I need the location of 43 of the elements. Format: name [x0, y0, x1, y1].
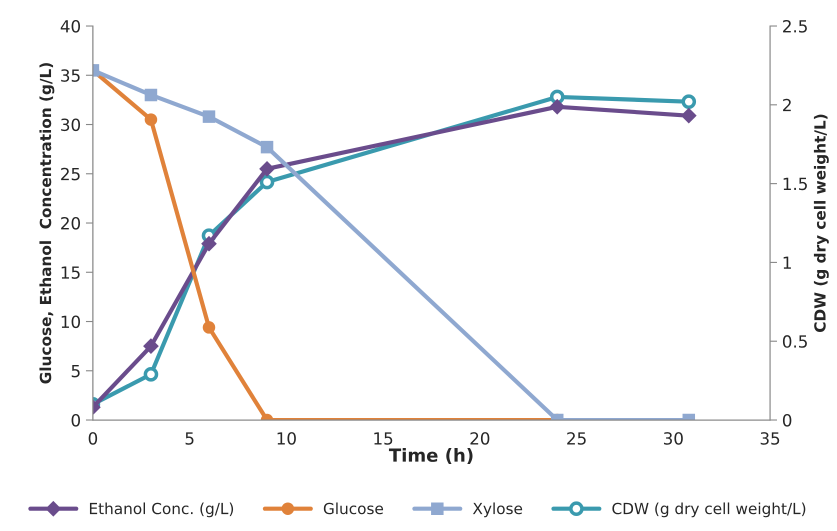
x-axis-title: Time (h)	[388, 448, 473, 464]
y2-axis-title: CDW (g dry cell weight/L)	[814, 114, 829, 332]
y-tick-label: 35	[61, 69, 80, 82]
point	[260, 174, 274, 190]
x-tick-label: 35	[760, 432, 780, 445]
y2-tick-label: 1	[784, 256, 791, 269]
y-tick-label: 25	[61, 168, 80, 180]
legend-label: Ethanol Conc. (g/L)	[90, 502, 234, 518]
point	[681, 108, 696, 124]
x-tick-label: 15	[374, 432, 392, 445]
y2-tick-label: 2.5	[783, 20, 807, 33]
x-tick-label: 10	[278, 432, 296, 445]
x-tick-label: 30	[664, 432, 683, 445]
point	[144, 367, 158, 382]
point	[202, 321, 216, 334]
point	[202, 110, 216, 123]
point	[550, 99, 565, 114]
x-tick-label: 5	[186, 432, 194, 445]
y-tick-label: 15	[62, 266, 80, 279]
legend-label: CDW (g dry cell weight/L)	[612, 502, 806, 518]
point	[260, 140, 274, 154]
y-tick-label: 20	[61, 216, 80, 230]
x-tick-label: 20	[470, 432, 490, 445]
y-tick-label: 30	[61, 118, 80, 132]
y2-tick-label: 2	[783, 98, 791, 112]
legend-label: Xylose	[472, 502, 522, 518]
y2-tick-label: 0.5	[782, 335, 807, 348]
y-tick-label: 40	[60, 20, 80, 33]
point	[144, 113, 158, 126]
point	[259, 161, 275, 176]
y-tick-label: 5	[72, 364, 80, 378]
y-tick-label: 10	[62, 315, 80, 328]
y-tick-label: 0	[72, 414, 80, 427]
y2-tick-label: 1.5	[784, 178, 807, 190]
x-tick-label: 25	[567, 432, 586, 445]
point	[144, 88, 158, 102]
point	[201, 236, 217, 252]
point	[681, 94, 696, 109]
x-tick-label: 0	[88, 432, 98, 445]
legend-label: Glucose	[324, 502, 384, 514]
y2-tick-label: 0	[782, 414, 792, 427]
y-axis-title: Glucose, Ethanol Concentration (g/L)	[39, 63, 54, 384]
point	[143, 338, 159, 354]
